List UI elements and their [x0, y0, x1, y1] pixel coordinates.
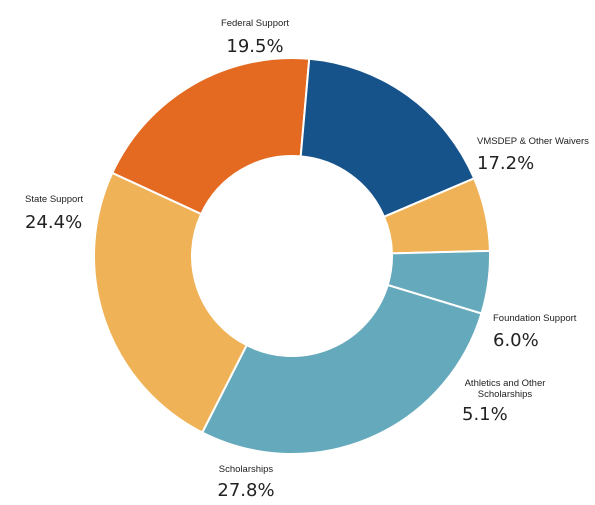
slice-label-foundation-support: Foundation Support: [493, 313, 577, 324]
slice-label-athletics-and-other-scholarships: Athletics and Other Scholarships: [465, 378, 546, 400]
slice-vmsdep-other-waivers: [299, 57, 476, 219]
slice-value-scholarships: 27.8%: [217, 480, 274, 501]
slice-state-support: [93, 171, 249, 434]
slice-value-vmsdep-other-waivers: 17.2%: [477, 153, 534, 174]
slice-scholarships: [200, 283, 483, 455]
slice-value-athletics-and-other-scholarships: 5.1%: [462, 404, 508, 425]
slice-federal-support: [110, 57, 311, 216]
slice-labels: Federal Support 19.5% VMSDEP & Other Waive…: [25, 18, 589, 501]
slice-label-scholarships: Scholarships: [219, 464, 274, 475]
slice-value-foundation-support: 6.0%: [493, 330, 539, 351]
slice-value-federal-support: 19.5%: [226, 36, 283, 57]
slice-label-vmsdep-other-waivers: VMSDEP & Other Waivers: [477, 136, 589, 147]
slice-label-state-support: State Support: [25, 194, 83, 205]
slice-label-federal-support: Federal Support: [221, 18, 289, 29]
donut-slices: [93, 57, 491, 455]
slice-value-state-support: 24.4%: [25, 212, 82, 233]
